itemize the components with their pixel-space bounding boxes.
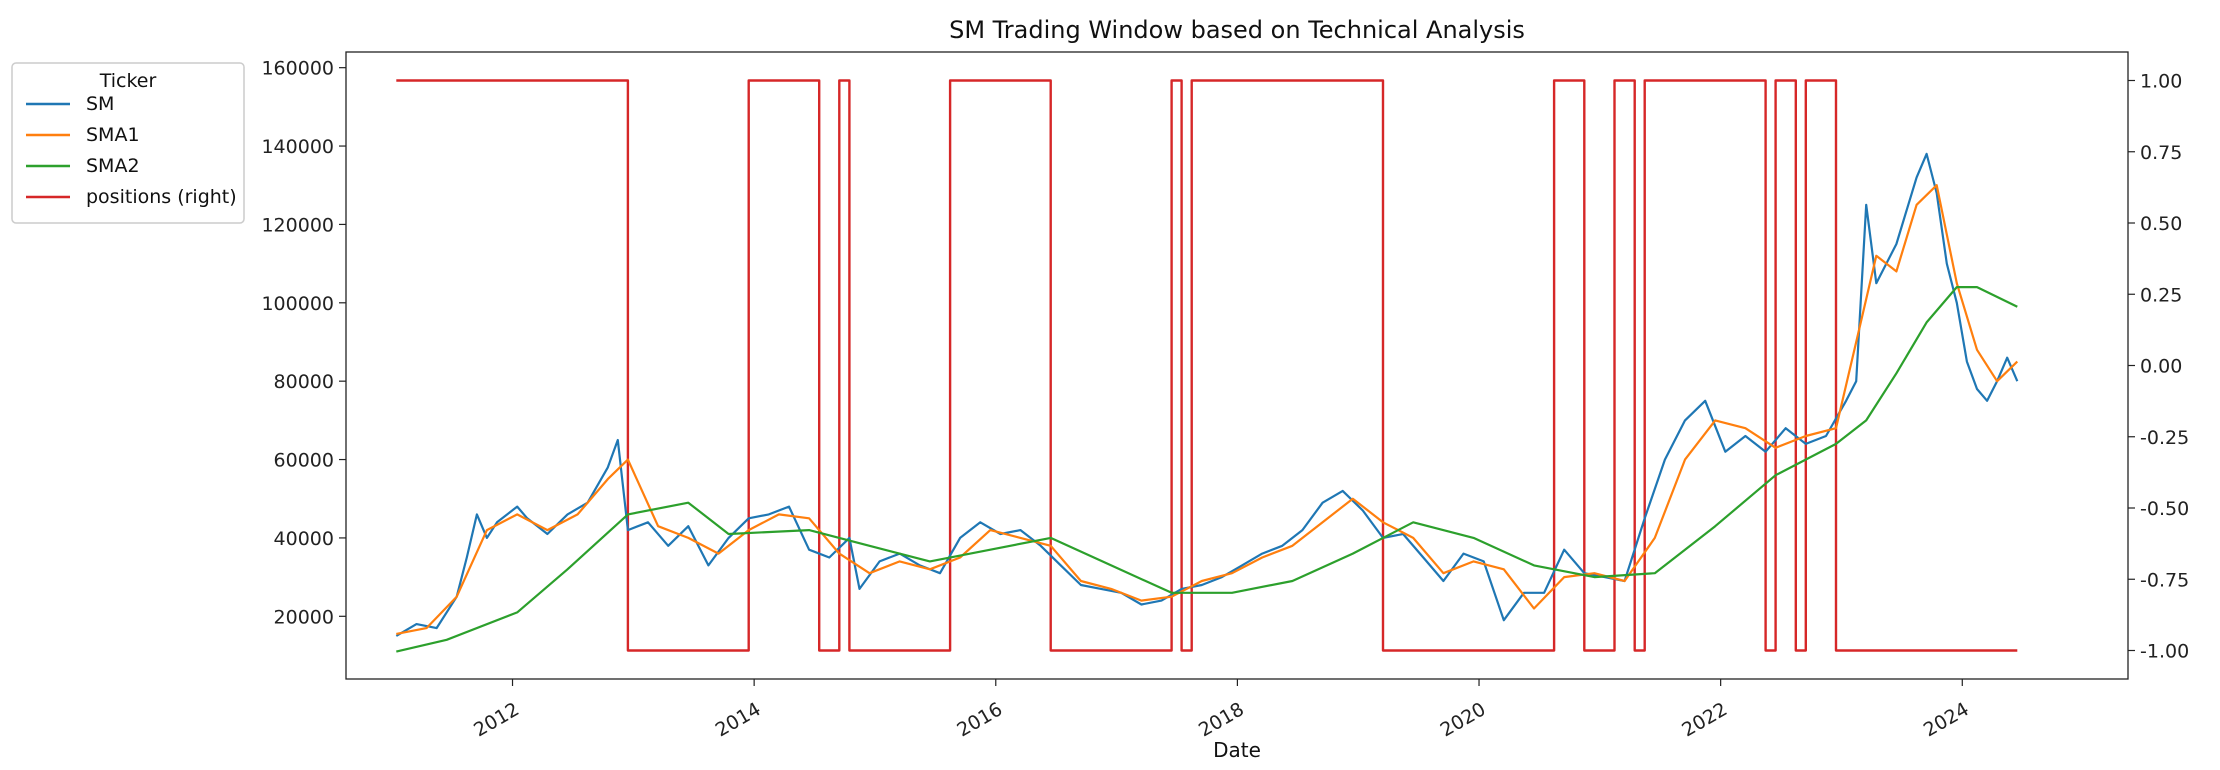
plot-frame xyxy=(345,51,2129,680)
series-line-sma2 xyxy=(396,286,2018,653)
legend-items: SM SMA1 SMA2 positions (right) xyxy=(26,93,237,208)
y-tick-label: 100000 xyxy=(261,293,334,315)
legend-entry: SM xyxy=(86,93,114,115)
y2-tick-label: 0.75 xyxy=(2140,142,2182,164)
series-line-positions-right xyxy=(396,79,2018,652)
plot-area xyxy=(395,79,2019,653)
legend-entry: SMA2 xyxy=(86,155,140,177)
x-tick-label: 2022 xyxy=(1678,698,1731,741)
x-tick-label: 2016 xyxy=(953,698,1006,741)
y-tick-label: 40000 xyxy=(274,528,334,550)
legend: Ticker SM SMA1 SMA2 positions (right) xyxy=(11,62,245,224)
x-axis-title: Date xyxy=(1213,738,1261,762)
legend-title: Ticker xyxy=(99,70,157,92)
y-tick-label: 140000 xyxy=(261,136,334,158)
series-line-sm xyxy=(395,152,2019,637)
legend-entry: SMA1 xyxy=(86,124,140,146)
y-tick-label: 80000 xyxy=(274,371,334,393)
y2-tick-label: 0.50 xyxy=(2140,213,2182,235)
y-tick-label: 160000 xyxy=(261,58,334,80)
legend-entry: positions (right) xyxy=(86,186,237,208)
chart-title: SM Trading Window based on Technical Ana… xyxy=(949,16,1525,44)
y2-tick-label: -0.50 xyxy=(2140,498,2189,520)
x-tick-label: 2014 xyxy=(712,698,765,741)
y2-tick-label: -0.75 xyxy=(2140,569,2189,591)
y2-tick-label: -1.00 xyxy=(2140,641,2189,663)
y-tick-label: 60000 xyxy=(274,450,334,472)
y2-tick-label: 0.25 xyxy=(2140,284,2182,306)
x-tick-label: 2018 xyxy=(1195,698,1248,741)
y-tick-label: 120000 xyxy=(261,214,334,236)
x-tick-label: 2020 xyxy=(1437,698,1490,741)
y-tick-label: 20000 xyxy=(274,606,334,628)
y2-tick-label: 0.00 xyxy=(2140,356,2182,378)
y2-tick-label: -0.25 xyxy=(2140,427,2189,449)
x-tick-label: 2024 xyxy=(1920,698,1973,741)
axes: 20000 40000 60000 80000 100000 120000 140000 16… xyxy=(261,51,2189,742)
y2-tick-label: 1.00 xyxy=(2140,71,2182,93)
series-line-sma1 xyxy=(396,184,2019,635)
x-tick-label: 2012 xyxy=(470,698,523,741)
